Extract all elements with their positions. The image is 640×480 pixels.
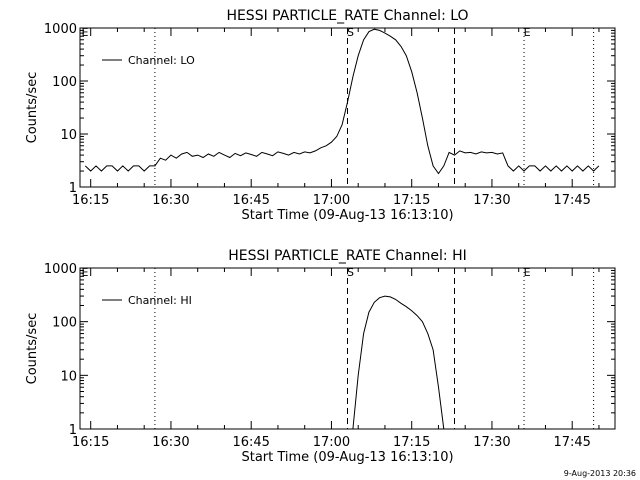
y-axis-label: Counts/sec [25, 313, 40, 385]
chart-lo: HESSI PARTICLE_RATE Channel: LO 1 10 100 100… [25, 8, 616, 223]
x-tick-label: 17:15 [393, 193, 430, 208]
marker-label: S [347, 266, 354, 279]
y-tick-label: 10 [60, 369, 77, 384]
x-tick-label: 16:30 [152, 193, 189, 208]
x-tick-label: 17:15 [393, 435, 430, 450]
plot-timestamp: 9-Aug-2013 20:36 [563, 469, 636, 478]
y-axis-label: Counts/sec [25, 72, 40, 144]
x-tick-label: 16:15 [72, 193, 109, 208]
legend-entry: Channel: LO [128, 54, 195, 67]
x-tick-label: 16:45 [232, 193, 269, 208]
marker-label: E [524, 266, 531, 279]
x-tick-label: 17:00 [313, 193, 350, 208]
chart-hi: HESSI PARTICLE_RATE Channel: HI 1 10 100 100… [25, 248, 616, 465]
x-tick-label: 16:45 [232, 435, 269, 450]
marker-label: E [524, 26, 531, 39]
x-tick-label: 17:30 [473, 193, 510, 208]
series-line [84, 28, 600, 175]
legend-entry: Channel: HI [128, 294, 192, 307]
chart-title: HESSI PARTICLE_RATE Channel: LO [226, 8, 468, 24]
y-tick-label: 1000 [44, 262, 77, 277]
marker-label: S [347, 26, 354, 39]
x-tick-label: 16:30 [152, 435, 189, 450]
y-tick-label: 100 [52, 75, 77, 90]
x-tick-label: 17:00 [313, 435, 350, 450]
x-tick-label: 17:45 [553, 435, 590, 450]
x-axis-label: Start Time (09-Aug-13 16:13:10) [241, 208, 453, 223]
y-tick-label: 10 [60, 128, 77, 143]
y-tick-label: 1 [69, 181, 77, 196]
y-tick-label: 1000 [44, 22, 77, 37]
x-tick-label: 17:30 [473, 435, 510, 450]
x-tick-label: 17:45 [553, 193, 590, 208]
corner-label: E [82, 26, 89, 39]
chart-title: HESSI PARTICLE_RATE Channel: HI [228, 248, 466, 264]
series-line [352, 295, 445, 430]
x-axis-label: Start Time (09-Aug-13 16:13:10) [241, 450, 453, 465]
y-tick-label: 1 [69, 423, 77, 438]
x-tick-label: 16:15 [72, 435, 109, 450]
y-tick-label: 100 [52, 316, 77, 331]
corner-label: E [82, 266, 89, 279]
